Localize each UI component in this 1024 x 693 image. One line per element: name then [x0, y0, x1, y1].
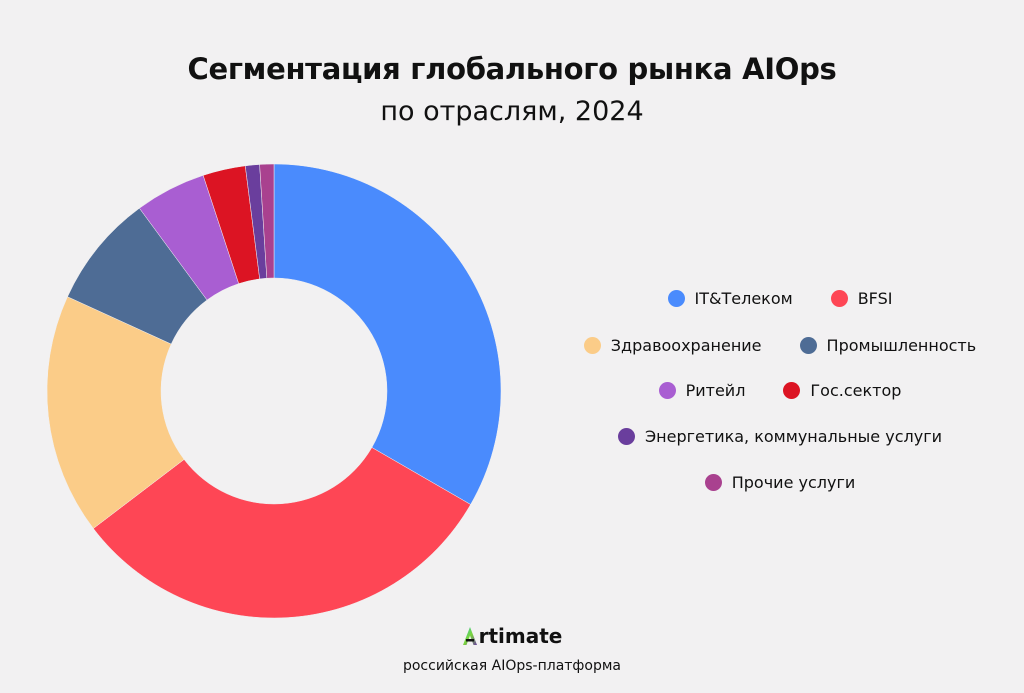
- legend-item-government: Гос.сектор: [783, 381, 901, 400]
- chart-subtitle: по отраслям, 2024: [380, 96, 644, 127]
- artimate-logo-mark: [462, 627, 477, 645]
- legend-row-2: Здравоохранение Промышленность: [560, 336, 1000, 355]
- legend-swatch: [799, 337, 817, 354]
- legend-label: Здравоохранение: [610, 336, 762, 355]
- legend-item-bfsi: BFSI: [830, 289, 893, 308]
- legend-label: Прочие услуги: [731, 473, 856, 492]
- legend-swatch: [617, 428, 635, 445]
- legend-label: BFSI: [857, 289, 893, 308]
- brand-logo: rtimate: [462, 624, 563, 648]
- brand-tagline: российская AIOps-платформа: [402, 658, 621, 674]
- legend-label: Гос.сектор: [810, 381, 902, 400]
- legend-swatch: [583, 337, 601, 354]
- legend-label: Ритейл: [685, 381, 746, 400]
- legend-item-energy: Энергетика, коммунальные услуги: [617, 427, 942, 446]
- legend-swatch: [658, 382, 676, 399]
- legend-row-4: Энергетика, коммунальные услуги: [560, 427, 1000, 446]
- legend-swatch: [704, 474, 722, 491]
- donut-slice-3: [46, 296, 185, 529]
- brand-name-rest: rtimate: [478, 624, 563, 648]
- donut-slice-1: [273, 163, 502, 505]
- legend-item-retail: Ритейл: [658, 381, 746, 400]
- legend-label: IT&Телеком: [694, 289, 793, 308]
- legend-row-1: IT&Телеком BFSI: [560, 289, 1000, 308]
- donut-slice-2: [93, 447, 471, 619]
- legend-swatch: [667, 290, 685, 307]
- legend-row-3: Ритейл Гос.сектор: [560, 381, 1000, 400]
- legend-row-5: Прочие услуги: [560, 473, 1000, 492]
- legend-item-other: Прочие услуги: [704, 473, 856, 492]
- donut-slice-8: [259, 163, 275, 279]
- legend-label: Энергетика, коммунальные услуги: [644, 427, 942, 446]
- legend-swatch: [783, 382, 801, 399]
- brand-footer: rtimate российская AIOps-платформа: [0, 624, 1024, 674]
- legend-label: Промышленность: [826, 336, 977, 355]
- legend-item-it-telecom: IT&Телеком: [667, 289, 793, 308]
- legend-item-industry: Промышленность: [799, 336, 977, 355]
- chart-title: Сегментация глобального рынка AIOps: [187, 52, 837, 86]
- legend-swatch: [830, 290, 848, 307]
- legend-item-healthcare: Здравоохранение: [583, 336, 762, 355]
